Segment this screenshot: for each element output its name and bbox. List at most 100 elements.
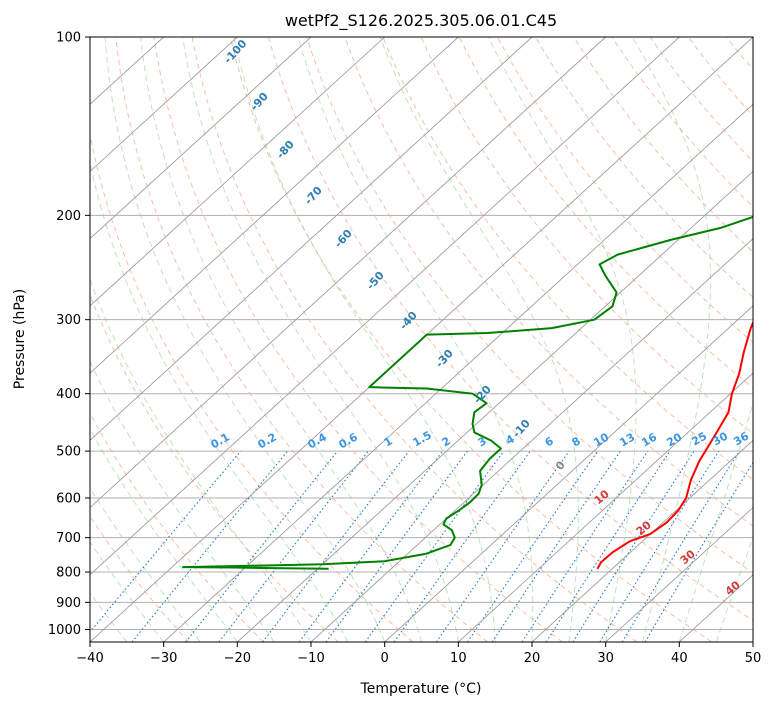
dry-adiabat-line bbox=[535, 37, 753, 298]
moist-adiabat-line bbox=[631, 37, 712, 642]
y-tick-label: 200 bbox=[56, 209, 81, 224]
mixing-ratio-label: 8 bbox=[570, 434, 583, 449]
moist-adiabats bbox=[90, 37, 753, 642]
dry-adiabat-line bbox=[725, 37, 753, 71]
moist-adiabat-line bbox=[90, 360, 275, 642]
profile-lines bbox=[182, 215, 753, 570]
dry-adiabat-line bbox=[90, 515, 190, 642]
dry-adiabat-line bbox=[649, 37, 753, 163]
dry-adiabat-line bbox=[765, 37, 775, 642]
dry-adiabats bbox=[90, 37, 775, 642]
skewed-isotherms bbox=[90, 37, 753, 642]
x-tick-label: 30 bbox=[597, 651, 614, 666]
dewpoint-profile-line bbox=[182, 215, 753, 570]
mixing-ratio-label: 0.6 bbox=[337, 430, 361, 451]
y-tick-label: 400 bbox=[56, 387, 81, 402]
moist-adiabat-line bbox=[233, 37, 496, 642]
x-tick-label: −20 bbox=[224, 651, 251, 666]
mixing-ratio-label: 20 bbox=[664, 430, 684, 449]
moist-adiabat-label: 20 bbox=[634, 518, 654, 538]
mixing-ratio-line bbox=[218, 450, 369, 642]
moist-adiabat-line bbox=[104, 37, 386, 642]
moist-adiabat-line bbox=[752, 640, 753, 642]
dry-adiabat-label: -20 bbox=[471, 383, 494, 407]
dry-adiabat-line bbox=[573, 37, 753, 253]
dry-adiabat-line bbox=[229, 37, 712, 642]
mixing-ratio-line bbox=[131, 450, 289, 642]
isotherm-line bbox=[90, 37, 238, 173]
dry-adiabat-line bbox=[687, 37, 753, 117]
moist-adiabat-line bbox=[90, 160, 349, 642]
mixing-ratio-label: 1.5 bbox=[411, 428, 434, 449]
mixing-ratio-line bbox=[572, 450, 695, 642]
y-tick-label: 800 bbox=[56, 566, 81, 581]
chart-title: wetPf2_S126.2025.305.06.01.C45 bbox=[285, 11, 557, 31]
temperature-profile-line bbox=[596, 320, 753, 570]
x-axis-label: Temperature (°C) bbox=[360, 681, 482, 697]
isotherm-line bbox=[90, 37, 385, 307]
y-tick-label: 600 bbox=[56, 492, 81, 507]
moist-adiabat-label: 30 bbox=[678, 547, 698, 567]
mixing-ratio-line bbox=[90, 450, 242, 633]
y-axis-label: Pressure (hPa) bbox=[12, 289, 28, 389]
moist-adiabat-line bbox=[182, 37, 459, 642]
x-tick-label: −10 bbox=[297, 651, 324, 666]
mixing-ratio-line bbox=[621, 450, 740, 642]
x-tick-label: 20 bbox=[524, 651, 541, 666]
x-tick-label: 40 bbox=[671, 651, 688, 666]
dry-adiabat-line bbox=[90, 412, 264, 642]
mixing-ratio-label: 1 bbox=[382, 434, 395, 449]
isotherm-line bbox=[237, 170, 753, 642]
dry-adiabat-line bbox=[382, 37, 753, 481]
mixing-ratio-line bbox=[325, 450, 468, 642]
mixing-ratio-line bbox=[467, 450, 599, 642]
y-tick-label: 700 bbox=[56, 531, 81, 546]
isotherm-line bbox=[384, 305, 753, 642]
dry-adiabat-line bbox=[306, 37, 753, 574]
mixing-ratio-line bbox=[644, 461, 753, 642]
y-tick-label: 500 bbox=[56, 445, 81, 460]
mixing-ratio-line bbox=[262, 450, 410, 642]
moist-adiabat-label: 40 bbox=[723, 578, 743, 598]
x-tick-label: 10 bbox=[450, 651, 467, 666]
mixing-ratio-line bbox=[185, 450, 338, 642]
isotherm-line bbox=[90, 37, 533, 441]
moist-adiabat-line bbox=[715, 536, 753, 642]
y-tick-label: 900 bbox=[56, 596, 81, 611]
isobar-grid bbox=[90, 37, 753, 630]
mixing-ratio-line bbox=[298, 450, 444, 642]
mixing-ratio-label: 13 bbox=[617, 431, 637, 450]
moist-adiabat-line bbox=[379, 37, 579, 642]
line-labels: -100 -90 -80 -70 -60 -50 -40 -30 -20 -10… bbox=[209, 37, 752, 598]
moist-adiabat-line bbox=[90, 427, 238, 642]
mixing-ratio-line bbox=[521, 450, 649, 642]
mixing-ratio-label: 16 bbox=[639, 430, 659, 449]
isotherm-line bbox=[90, 37, 606, 509]
y-tick-label: 1000 bbox=[48, 623, 81, 638]
dry-adiabat-line bbox=[268, 37, 753, 622]
moist-adiabat-line bbox=[90, 277, 312, 642]
x-tick-label: −30 bbox=[150, 651, 177, 666]
mixing-ratio-label: 10 bbox=[591, 430, 611, 449]
dry-adiabat-label: -50 bbox=[364, 269, 387, 293]
plot-frame bbox=[89, 36, 754, 643]
mixing-ratio-label: 0.4 bbox=[306, 430, 330, 451]
moist-adiabat-line bbox=[678, 401, 753, 642]
dry-adiabat-line bbox=[611, 37, 753, 208]
dry-adiabat-label: -70 bbox=[302, 184, 325, 208]
x-axis: −40 −30 −20 −10 0 10 20 30 40 50 bbox=[76, 642, 761, 666]
moist-adiabat-line bbox=[487, 37, 637, 642]
y-tick-label: 300 bbox=[56, 313, 81, 328]
isotherm-line bbox=[163, 103, 753, 642]
dry-adiabat-line bbox=[90, 293, 339, 642]
dry-adiabat-label: -80 bbox=[274, 138, 297, 162]
dry-adiabat-line bbox=[496, 37, 753, 344]
mixing-ratio-line bbox=[545, 450, 671, 642]
dry-adiabat-label: -100 bbox=[221, 37, 249, 66]
isotherm-line bbox=[531, 439, 753, 642]
moist-adiabat-line bbox=[297, 37, 534, 642]
moist-adiabat-line bbox=[90, 487, 201, 642]
isotherm-line bbox=[90, 37, 312, 240]
isotherm-line bbox=[90, 37, 459, 374]
